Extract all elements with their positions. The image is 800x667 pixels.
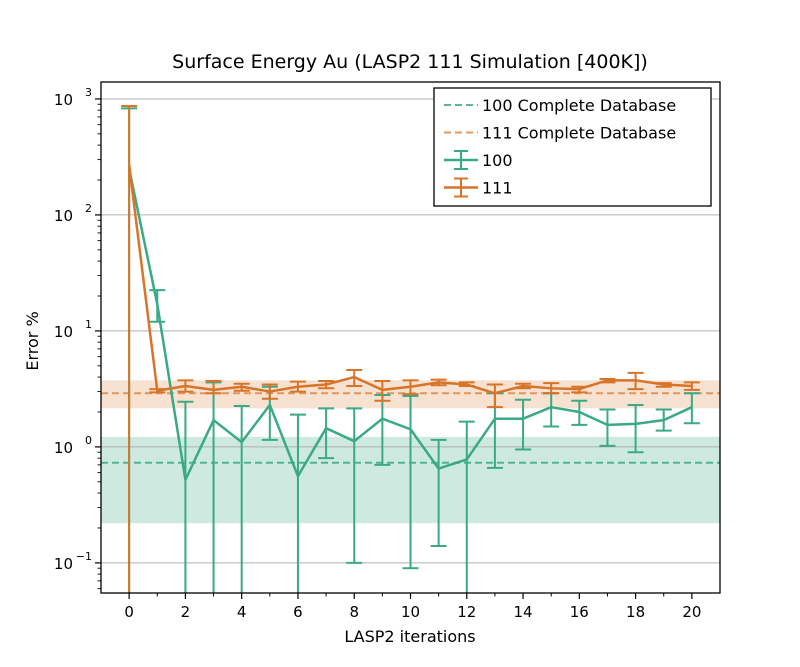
x-tick-label: 4: [237, 603, 247, 621]
x-tick-label: 0: [124, 603, 134, 621]
errorbar: [177, 400, 194, 593]
y-tick-exponent: 2: [85, 202, 92, 215]
errorbar: [318, 407, 335, 460]
y-tick-exponent: −1: [76, 550, 92, 563]
y-tick-label: 10: [54, 323, 73, 341]
legend: 100 Complete Database 111 Complete Databa…: [433, 87, 712, 207]
errorbar: [627, 403, 644, 454]
legend-box: [433, 87, 712, 207]
errorbar: [346, 407, 363, 564]
x-tick-label: 20: [682, 603, 701, 621]
legend-entry: 111 Complete Database: [444, 124, 676, 143]
y-tick-label: 10: [54, 91, 73, 109]
errorbar: [486, 383, 503, 409]
series-line-111: [127, 164, 692, 395]
y-axis-label: Error %: [23, 311, 42, 370]
series-group: [121, 104, 700, 593]
errorbar: [515, 398, 532, 451]
errorbar: [121, 104, 138, 593]
errorbar: [205, 379, 222, 395]
errorbar: [430, 438, 447, 547]
legend-label: 111 Complete Database: [482, 124, 676, 143]
y-tick-label: 10: [54, 207, 73, 225]
errorbar: [683, 381, 700, 391]
legend-entry: 111: [444, 177, 513, 198]
legend-entry: 100: [444, 150, 513, 170]
x-tick-label: 2: [181, 603, 191, 621]
y-tick-label: 10: [54, 555, 73, 573]
chart-title: Surface Energy Au (LASP2 111 Simulation …: [172, 51, 648, 73]
y-tick-exponent: 1: [85, 318, 92, 331]
x-tick-label: 18: [626, 603, 645, 621]
errorbar: [402, 394, 419, 570]
y-tick-exponent: 3: [85, 86, 92, 99]
legend-label: 100 Complete Database: [482, 96, 676, 115]
x-tick-label: 12: [457, 603, 476, 621]
errorbar: [599, 408, 616, 447]
x-tick-label: 16: [570, 603, 589, 621]
x-tick-label: 10: [401, 603, 420, 621]
x-axis-label: LASP2 iterations: [344, 627, 475, 646]
errorbar: [458, 420, 475, 593]
x-tick-label: 6: [293, 603, 303, 621]
y-tick-label: 10: [54, 439, 73, 457]
legend-entry: 100 Complete Database: [444, 96, 676, 115]
x-tick-label: 14: [513, 603, 532, 621]
series-111: [121, 104, 700, 593]
x-tick-label: 8: [349, 603, 359, 621]
series-line-100: [127, 168, 693, 482]
legend-label: 111: [482, 179, 513, 198]
y-tick-exponent: 0: [85, 434, 92, 447]
legend-label: 100: [482, 151, 513, 170]
